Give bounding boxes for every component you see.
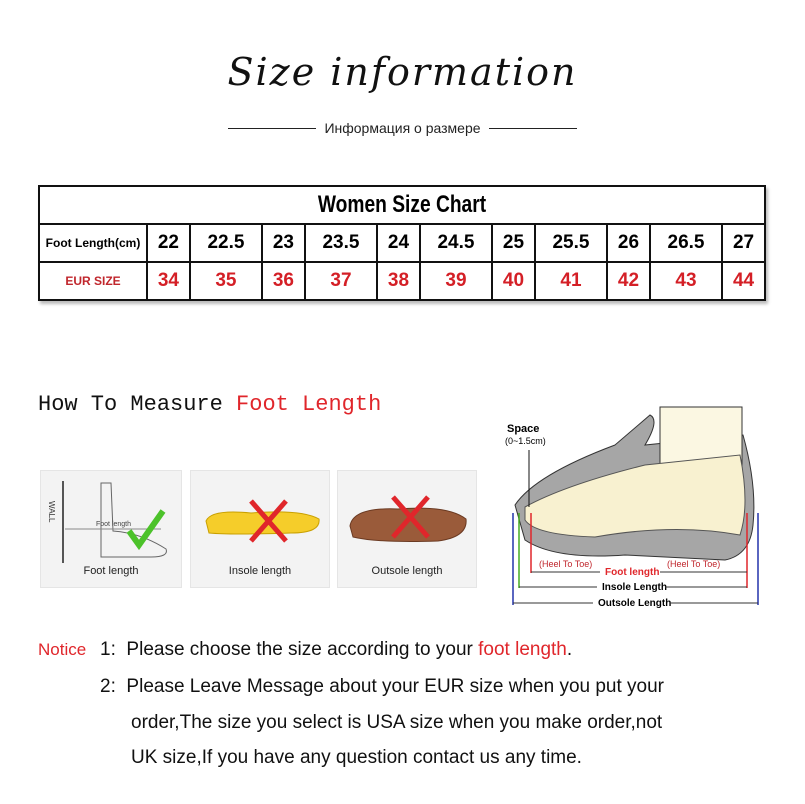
- svg-text:WALL: WALL: [47, 501, 56, 523]
- foot-length-cell: 25.5: [533, 223, 609, 263]
- foot-length-cell: 26: [606, 223, 651, 263]
- foot-length-cell: 27: [721, 223, 766, 263]
- svg-text:Space: Space: [507, 423, 539, 435]
- subtitle: Информация о размере: [0, 120, 805, 136]
- size-chart-table: Women Size Chart Foot Length(cm) 22 22.5 23…: [38, 185, 766, 301]
- svg-text:Foot length: Foot length: [605, 567, 659, 578]
- panel-foot-length: WALL Foot length Foot length: [40, 470, 182, 588]
- svg-text:(Heel To Toe): (Heel To Toe): [539, 559, 592, 569]
- foot-length-cell: 23: [261, 223, 306, 263]
- foot-length-cell: 23.5: [303, 223, 379, 263]
- foot-measurement-diagram: Space (0~1.5cm) (Heel To Toe) (Heel To T…: [505, 406, 759, 609]
- subtitle-text: Информация о размере: [324, 120, 481, 136]
- outsole-illustration: [349, 495, 467, 542]
- eur-size-cell: 40: [491, 261, 536, 301]
- chart-title: Women Size Chart: [38, 185, 766, 225]
- eur-size-cell: 44: [721, 261, 766, 301]
- eur-size-cell: 39: [418, 261, 494, 301]
- eur-size-cell: 38: [376, 261, 421, 301]
- foot-length-cell: 26.5: [648, 223, 724, 263]
- foot-length-cell: 24.5: [418, 223, 494, 263]
- foot-length-cell: 25: [491, 223, 536, 263]
- eur-size-cell: 43: [648, 261, 724, 301]
- foot-length-cell: 22: [146, 223, 191, 263]
- svg-text:(0~1.5cm): (0~1.5cm): [505, 436, 546, 446]
- eur-size-cell: 36: [261, 261, 306, 301]
- eur-size-cell: 37: [303, 261, 379, 301]
- page-title: Size information: [227, 50, 578, 94]
- notice-2-line3: UK size,If you have any question contact…: [131, 747, 582, 768]
- how-to-measure-heading: How To Measure Foot Length: [38, 392, 382, 417]
- svg-text:Foot length: Foot length: [96, 521, 131, 528]
- foot-length-row: Foot Length(cm) 22 22.5 23 23.5 24 24.5 25 25.5 2…: [38, 223, 766, 263]
- notice-2: 2: Please Leave Message about your EUR s…: [100, 676, 665, 697]
- foot-length-cell: 22.5: [188, 223, 264, 263]
- eur-size-row: EUR SIZE 34 35 36 37 38 39 40 41 42 43 44: [38, 261, 766, 301]
- notice-label: Notice: [38, 640, 87, 659]
- row-label: EUR SIZE: [38, 261, 148, 301]
- caption: Foot length: [83, 565, 139, 577]
- eur-size-cell: 34: [146, 261, 191, 301]
- foot-length-cell: 24: [376, 223, 421, 263]
- svg-text:Outsole Length: Outsole Length: [598, 598, 671, 609]
- notice-2-line2: order,The size you select is USA size wh…: [131, 712, 663, 733]
- row-label: Foot Length(cm): [38, 223, 148, 263]
- eur-size-cell: 41: [533, 261, 609, 301]
- svg-text:Insole Length: Insole Length: [602, 582, 667, 593]
- eur-size-cell: 42: [606, 261, 651, 301]
- panel-outsole: Outsole length: [337, 470, 477, 588]
- notice-1: 1: Please choose the size according to y…: [100, 639, 573, 660]
- eur-size-cell: 35: [188, 261, 264, 301]
- caption: Insole length: [228, 565, 292, 577]
- svg-text:(Heel To Toe): (Heel To Toe): [667, 559, 720, 569]
- insole-illustration: [205, 499, 320, 543]
- caption: Outsole length: [371, 565, 443, 577]
- foot-wall-illustration: WALL Foot length: [47, 481, 167, 563]
- panel-insole: Insole length: [190, 470, 330, 588]
